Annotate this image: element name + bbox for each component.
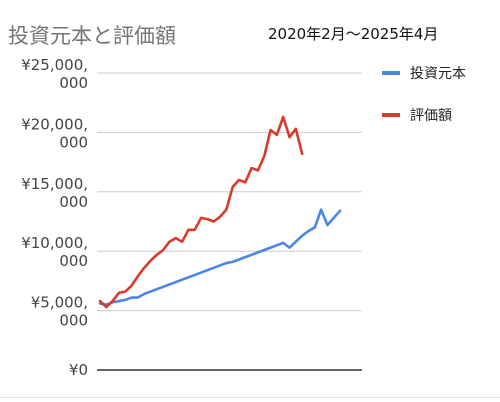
y-tick-label: ¥25,000, 000 [21,56,88,92]
y-tick-label: ¥0 [69,361,88,379]
legend-swatch-valuation [382,113,400,117]
legend-label-principal: 投資元本 [410,66,466,82]
y-tick-label: ¥20,000, 000 [21,115,88,151]
legend-item-valuation[interactable]: 評価額 [382,104,466,126]
legend: 投資元本 評価額 [382,62,466,146]
legend-label-valuation: 評価額 [410,108,452,124]
bottom-divider [0,397,500,398]
y-tick-label: ¥5,000, 000 [31,294,88,330]
chart-title: 投資元本と評価額 [8,24,176,48]
y-axis-tick-labels: ¥0 ¥5,000, 000 ¥10,000, 000 ¥15,000, 000 ¥20,00… [21,56,88,379]
legend-swatch-principal [382,71,400,75]
gridlines [97,72,362,371]
series-line-principal [98,208,342,306]
y-tick-label: ¥10,000, 000 [21,234,88,270]
series-lines [98,115,342,309]
chart-subtitle: 2020年2月〜2025年4月 [268,25,439,43]
series-line-valuation [98,115,304,309]
y-tick-label: ¥15,000, 000 [21,175,88,211]
legend-item-principal[interactable]: 投資元本 [382,62,466,84]
